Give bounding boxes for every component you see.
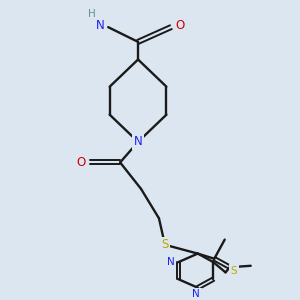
Text: N: N	[192, 289, 200, 299]
Text: O: O	[77, 156, 86, 169]
Text: S: S	[161, 238, 169, 251]
Text: N: N	[96, 19, 105, 32]
Text: N: N	[167, 257, 175, 267]
Text: S: S	[231, 266, 237, 276]
Text: H: H	[88, 9, 96, 19]
Text: N: N	[134, 135, 142, 148]
Text: O: O	[175, 19, 184, 32]
